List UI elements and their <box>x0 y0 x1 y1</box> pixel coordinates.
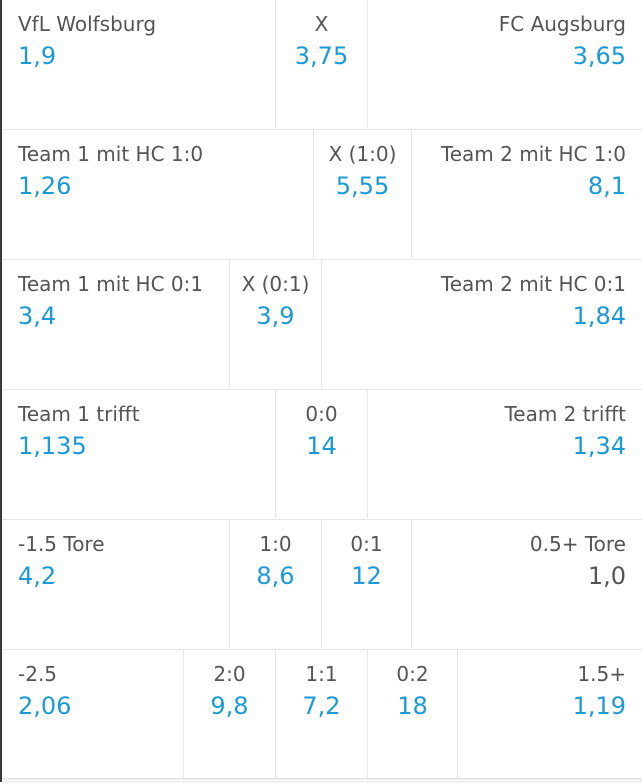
outcome-label: Team 2 trifft <box>504 402 626 426</box>
odd-value: 7,2 <box>302 692 341 720</box>
odd-value: 1,9 <box>18 42 57 70</box>
odd-cell-over-goals[interactable]: 1.5+ 1,19 <box>458 650 642 778</box>
outcome-label: VfL Wolfsburg <box>18 12 157 36</box>
odd-cell-team1-hc[interactable]: Team 1 mit HC 0:1 3,4 <box>2 260 230 388</box>
odd-cell-draw-hc[interactable]: X (0:1) 3,9 <box>230 260 322 388</box>
outcome-label: 0:0 <box>305 402 338 426</box>
odd-value: 1,34 <box>572 432 626 460</box>
outcome-label: 1:1 <box>305 662 338 686</box>
outcome-label: X <box>314 12 329 36</box>
market-row-team-scores: Team 1 trifft 1,135 0:0 14 Team 2 trifft… <box>2 390 642 520</box>
market-row-goals-2-5: -2.5 2,06 2:0 9,8 1:1 7,2 0:2 18 1.5+ 1,… <box>2 650 642 780</box>
odd-cell-score-1-1[interactable]: 1:1 7,2 <box>276 650 368 778</box>
outcome-label: Team 1 trifft <box>18 402 140 426</box>
odd-value: 1,26 <box>18 172 72 200</box>
odd-cell-home[interactable]: VfL Wolfsburg 1,9 <box>2 0 276 128</box>
odd-cell-score-0-1[interactable]: 0:1 12 <box>322 520 412 648</box>
odd-value: 1,19 <box>572 692 626 720</box>
odd-cell-score-0-2[interactable]: 0:2 18 <box>368 650 458 778</box>
odd-cell-team2-hc[interactable]: Team 2 mit HC 1:0 8,1 <box>412 130 642 258</box>
outcome-label: 1:0 <box>259 532 292 556</box>
odd-cell-away[interactable]: FC Augsburg 3,65 <box>368 0 642 128</box>
outcome-label: X (0:1) <box>241 272 310 296</box>
outcome-label: -1.5 Tore <box>18 532 105 556</box>
odd-cell-team1-scores[interactable]: Team 1 trifft 1,135 <box>2 390 276 518</box>
odd-value: 4,2 <box>18 562 57 590</box>
market-row-1x2: VfL Wolfsburg 1,9 X 3,75 FC Augsburg 3,6… <box>2 0 642 130</box>
odd-cell-team2-hc[interactable]: Team 2 mit HC 0:1 1,84 <box>322 260 642 388</box>
odd-value: 1,135 <box>18 432 87 460</box>
left-edge-border <box>0 0 2 782</box>
outcome-label: 2:0 <box>213 662 246 686</box>
odd-cell-draw[interactable]: X 3,75 <box>276 0 368 128</box>
odd-value: 14 <box>306 432 337 460</box>
outcome-label: Team 1 mit HC 1:0 <box>18 142 204 166</box>
odd-value: 3,75 <box>294 42 349 70</box>
odd-value-inactive: 1,0 <box>587 562 626 590</box>
next-row-edge <box>2 778 642 783</box>
outcome-label: X (1:0) <box>328 142 397 166</box>
outcome-label: 0:1 <box>350 532 383 556</box>
market-row-handicap-1-0: Team 1 mit HC 1:0 1,26 X (1:0) 5,55 Team… <box>2 130 642 260</box>
outcome-label: -2.5 <box>18 662 58 686</box>
odd-value: 3,65 <box>572 42 626 70</box>
outcome-label: 0:2 <box>396 662 429 686</box>
odd-cell-team1-hc[interactable]: Team 1 mit HC 1:0 1,26 <box>2 130 314 258</box>
outcome-label: 0.5+ Tore <box>529 532 626 556</box>
outcome-label: FC Augsburg <box>498 12 626 36</box>
odd-value: 3,9 <box>256 302 295 330</box>
odd-value: 3,4 <box>18 302 57 330</box>
odd-value: 1,84 <box>572 302 626 330</box>
outcome-label: Team 2 mit HC 1:0 <box>440 142 626 166</box>
odd-value: 18 <box>397 692 428 720</box>
odd-cell-nil-nil[interactable]: 0:0 14 <box>276 390 368 518</box>
odd-cell-score-2-0[interactable]: 2:0 9,8 <box>184 650 276 778</box>
odd-value: 8,6 <box>256 562 295 590</box>
outcome-label: 1.5+ <box>577 662 626 686</box>
odd-value: 9,8 <box>210 692 249 720</box>
odd-cell-score-1-0[interactable]: 1:0 8,6 <box>230 520 322 648</box>
odd-value: 5,55 <box>335 172 390 200</box>
market-row-goals-1-5: -1.5 Tore 4,2 1:0 8,6 0:1 12 0.5+ Tore 1… <box>2 520 642 650</box>
market-row-handicap-0-1: Team 1 mit HC 0:1 3,4 X (0:1) 3,9 Team 2… <box>2 260 642 390</box>
outcome-label: Team 1 mit HC 0:1 <box>18 272 204 296</box>
odd-value: 12 <box>351 562 382 590</box>
odd-cell-over-goals: 0.5+ Tore 1,0 <box>412 520 642 648</box>
odd-cell-team2-scores[interactable]: Team 2 trifft 1,34 <box>368 390 642 518</box>
odd-cell-under-goals[interactable]: -2.5 2,06 <box>2 650 184 778</box>
odd-value: 2,06 <box>18 692 72 720</box>
odd-value: 8,1 <box>587 172 626 200</box>
odd-cell-under-goals[interactable]: -1.5 Tore 4,2 <box>2 520 230 648</box>
outcome-label: Team 2 mit HC 0:1 <box>440 272 626 296</box>
odd-cell-draw-hc[interactable]: X (1:0) 5,55 <box>314 130 412 258</box>
